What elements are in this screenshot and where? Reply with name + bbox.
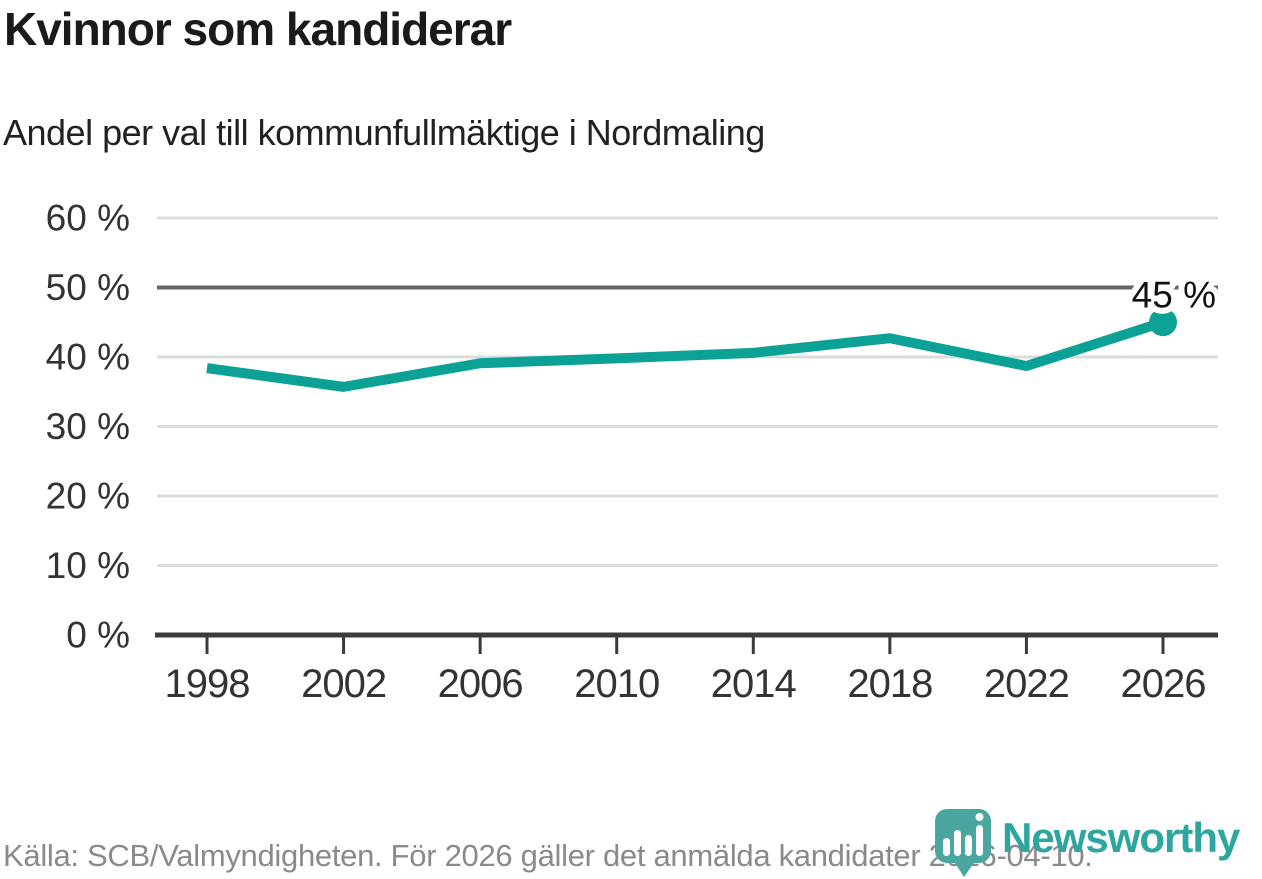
end-point-marker — [1149, 308, 1177, 337]
y-tick-label: 50 % — [46, 267, 130, 308]
bar-chart-bubble-icon — [935, 809, 991, 877]
source-note: Källa: SCB/Valmyndigheten. För 2026 gäll… — [3, 838, 1093, 873]
x-tick-label: 2018 — [847, 662, 932, 706]
x-tick-label: 2014 — [711, 662, 797, 706]
y-tick-label: 20 % — [46, 476, 130, 517]
chart-title: Kvinnor som kandiderar — [4, 3, 512, 55]
y-tick-label: 10 % — [46, 545, 130, 586]
y-tick-label: 0 % — [66, 615, 130, 656]
y-tick-label: 40 % — [46, 337, 130, 378]
chart-subtitle: Andel per val till kommunfullmäktige i N… — [3, 112, 765, 153]
y-tick-label: 60 % — [46, 198, 130, 239]
x-tick-label: 2006 — [438, 662, 523, 706]
x-tick-label: 2022 — [984, 662, 1069, 706]
end-point-label: 45 % — [1132, 274, 1216, 315]
x-tick-label: 2002 — [301, 662, 386, 706]
data-line — [206, 317, 1165, 392]
newsworthy-logo: Newsworthy — [934, 808, 1240, 878]
y-tick-label: 30 % — [46, 406, 130, 447]
newsworthy-logo-text: Newsworthy — [1002, 814, 1240, 861]
x-tick-label: 2026 — [1121, 662, 1206, 706]
x-tick-label: 2010 — [574, 662, 659, 706]
x-tick-label: 1998 — [165, 662, 250, 706]
